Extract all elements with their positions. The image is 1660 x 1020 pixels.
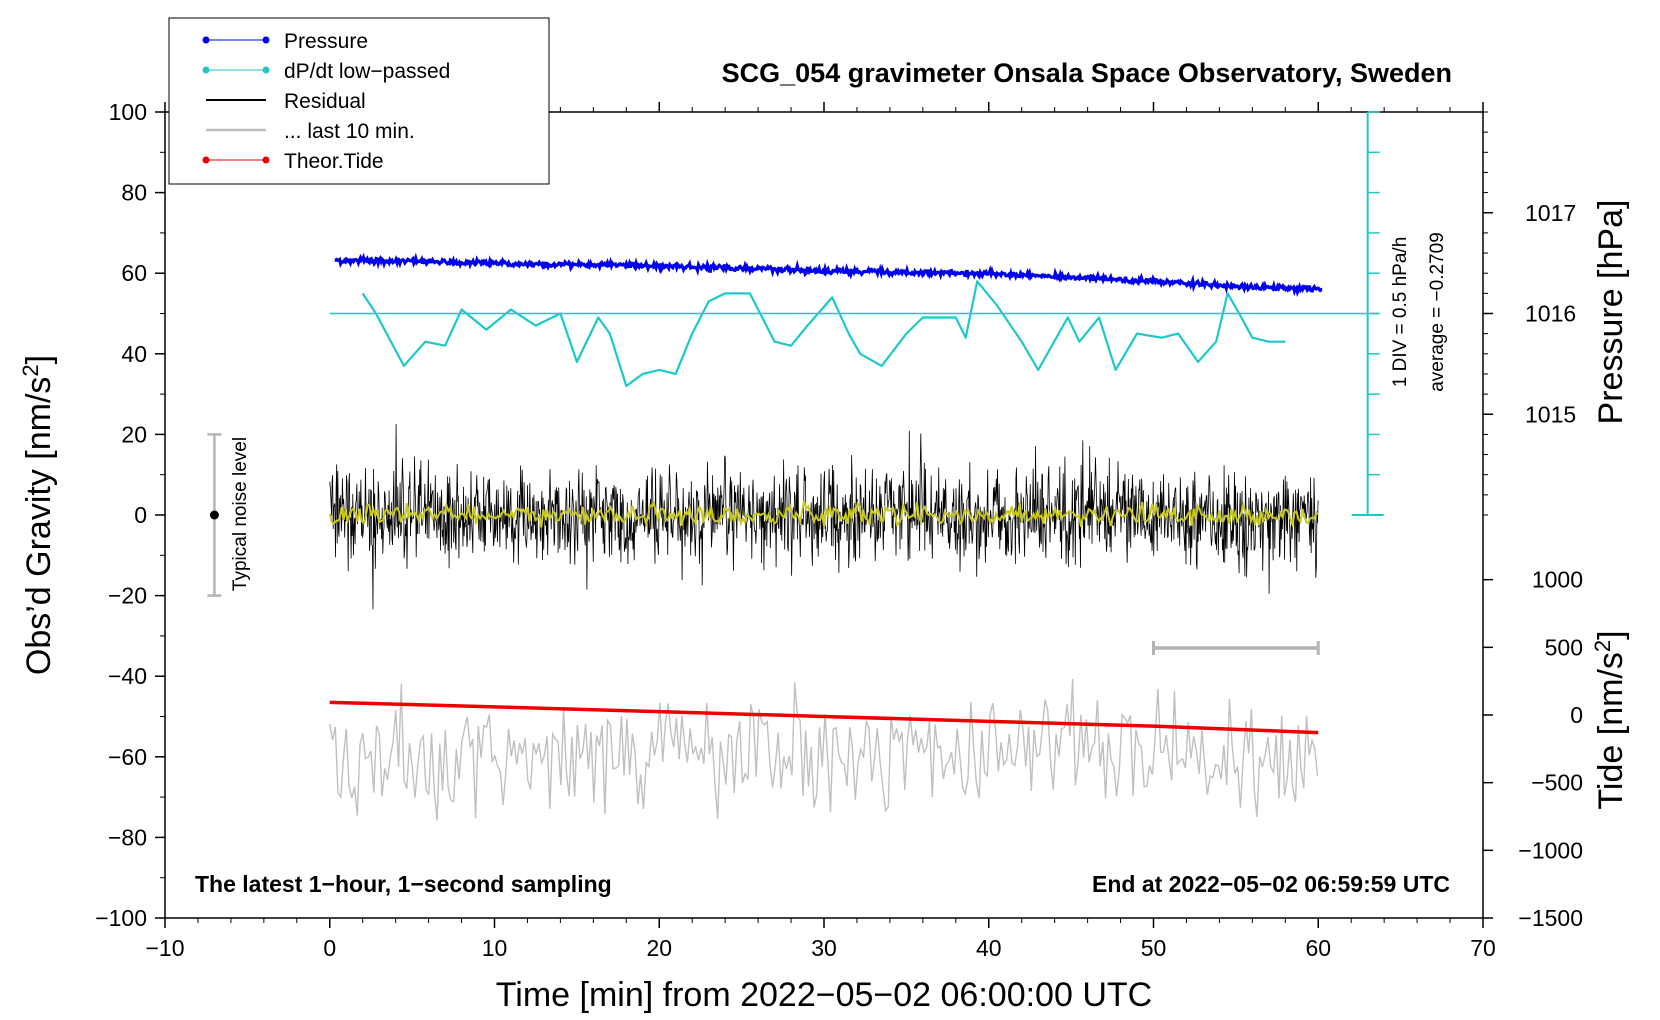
tide-axis-title-sup: 2: [1590, 640, 1615, 652]
x-tick-label: 70: [1470, 935, 1496, 961]
y-tick-label: −80: [108, 824, 147, 850]
x-axis-title: Time [min] from 2022−05−02 06:00:00 UTC: [496, 976, 1152, 1014]
legend-marker: [262, 66, 270, 74]
x-tick-label: 0: [323, 935, 336, 961]
chart-title: SCG_054 gravimeter Onsala Space Observat…: [722, 58, 1452, 88]
markers-layer: [207, 433, 1320, 655]
y-tick-label: 40: [121, 341, 147, 367]
x-tick-label: 30: [811, 935, 837, 961]
tide-tick-label: 500: [1545, 634, 1583, 660]
end-time-annotation: End at 2022−05−02 06:59:59 UTC: [1092, 871, 1450, 897]
y-tick-label: −40: [108, 663, 147, 689]
legend-label: ... last 10 min.: [284, 120, 415, 143]
legend: Pressure dP/dt low−passed Residual ... last…: [168, 17, 550, 185]
tide-tick-label: −1000: [1518, 837, 1583, 863]
legend-label: Theor.Tide: [284, 150, 384, 173]
x-tick-label: 10: [482, 935, 508, 961]
legend-marker: [202, 66, 210, 74]
y-tick-label: −100: [95, 905, 147, 931]
legend-marker: [262, 156, 270, 164]
x-tick-label: −10: [145, 935, 184, 961]
pressure-tick-label: 1016: [1525, 301, 1576, 327]
series-residual-lowpass: [328, 500, 1319, 529]
series-last-10-min: [329, 678, 1319, 821]
legend-marker: [202, 36, 210, 44]
x-tick-label: 60: [1305, 935, 1331, 961]
y-tick-label: −60: [108, 744, 147, 770]
pressure-axis-title: Pressure [hPa]: [1592, 200, 1630, 425]
y-axis: −100 −80 −60 −40 −20 0 20 40 60 80 100: [95, 99, 165, 931]
y-tick-label: 0: [134, 502, 147, 528]
y-tick-label: 80: [121, 180, 147, 206]
tide-tick-label: −500: [1531, 770, 1583, 796]
y-tick-label: 100: [109, 99, 147, 125]
legend-marker: [202, 156, 210, 164]
tide-axis-title: Tide [nm/s2]: [1590, 630, 1630, 809]
series-dpdt-lowpassed: [361, 280, 1286, 388]
pressure-axis: 1015 1016 1017: [1483, 111, 1576, 516]
legend-marker: [262, 36, 270, 44]
tide-axis: 1000 500 0 −500 −1000 −1500: [1483, 567, 1583, 931]
noise-level-label: Typical noise level: [230, 437, 251, 591]
y-axis-title-main: Obs’d Gravity [nm/s: [20, 377, 58, 676]
legend-items: Pressure dP/dt low−passed Residual ... last…: [202, 30, 450, 173]
y-tick-label: 60: [121, 260, 147, 286]
tide-tick-label: −1500: [1518, 905, 1583, 931]
noise-level-dot: [209, 510, 219, 520]
series-pressure: [334, 252, 1323, 298]
series-layer: [328, 111, 1384, 821]
div-scale-label: 1 DIV = 0.5 hPa/h: [1390, 237, 1411, 388]
sampling-annotation: The latest 1−hour, 1−second sampling: [195, 871, 612, 897]
y-tick-label: −20: [108, 583, 147, 609]
x-tick-label: 20: [646, 935, 672, 961]
tide-tick-label: 1000: [1532, 567, 1583, 593]
legend-label: Pressure: [284, 30, 368, 53]
tide-tick-label: 0: [1570, 702, 1583, 728]
x-tick-label: 40: [976, 935, 1002, 961]
y-axis-title: Obs’d Gravity [nm/s2]: [18, 355, 58, 675]
y-axis-title-sup: 2: [18, 364, 43, 376]
series-theor-tide: [329, 700, 1319, 735]
tide-axis-title-main: Tide [nm/s: [1592, 652, 1630, 809]
pressure-tick-label: 1015: [1525, 401, 1576, 427]
average-label: average = −0.2709: [1427, 232, 1448, 392]
y-axis-title-close: ]: [20, 355, 58, 364]
legend-label: Residual: [284, 90, 366, 113]
legend-label: dP/dt low−passed: [284, 60, 450, 83]
tide-axis-title-close: ]: [1592, 630, 1630, 639]
x-axis: −10 0 10 20 30 40 50 60 70: [145, 102, 1496, 961]
y-tick-label: 20: [121, 421, 147, 447]
pressure-tick-label: 1017: [1525, 200, 1576, 226]
x-tick-label: 50: [1141, 935, 1167, 961]
